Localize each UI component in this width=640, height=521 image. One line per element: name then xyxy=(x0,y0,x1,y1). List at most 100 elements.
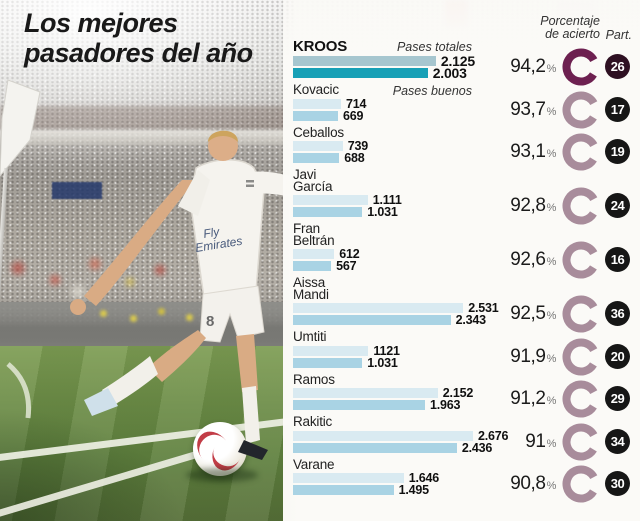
accuracy-ring-icon xyxy=(562,133,600,171)
player-name: Ceballos xyxy=(293,124,344,140)
shorts-number: 8 xyxy=(206,313,214,330)
accuracy-number: 92,8 xyxy=(510,195,546,216)
participation-badge: 19 xyxy=(605,139,630,164)
bar-line-good: 669 xyxy=(293,108,640,123)
accuracy-value: 92,8% xyxy=(510,195,556,217)
accuracy-number: 91,9 xyxy=(510,345,546,367)
player-row: Ramos 2.152 1.963 91,2% 29 xyxy=(293,372,640,418)
player-name: Varane xyxy=(293,456,335,472)
player-row: Umtiti 1121 1.031 91,9% 20 xyxy=(293,329,640,375)
accuracy-ring-icon xyxy=(562,295,600,333)
passes-good-value: 669 xyxy=(343,108,364,123)
accuracy-value: 91,9% xyxy=(510,346,556,368)
player-row: KROOS Pases totales 2.125 2.003 94,2% 26 xyxy=(293,39,640,86)
accuracy-ring-icon xyxy=(562,423,600,460)
passes-total-bar xyxy=(293,473,404,483)
ball-shadow xyxy=(186,468,258,482)
player-kroos: Fly Emirates 8 xyxy=(70,130,300,460)
corner-flag-icon xyxy=(0,79,41,177)
accuracy-value: 93,1% xyxy=(510,141,556,163)
passes-total-bar xyxy=(293,56,436,66)
passes-good-bar xyxy=(293,207,363,217)
passes-good-value: 2.436 xyxy=(461,440,493,455)
percent-sign: % xyxy=(546,63,557,75)
player-name: Kovacic xyxy=(293,82,339,97)
accuracy-ring-icon xyxy=(562,465,600,503)
led-board xyxy=(52,182,102,199)
bar-line-good: 1.031 xyxy=(293,205,640,219)
series-label-good: Pases buenos xyxy=(392,84,472,98)
passes-good-bar xyxy=(293,400,425,410)
bar-line-total: 1.646 xyxy=(293,471,640,485)
passes-total-bar xyxy=(293,141,343,151)
passes-total-bar xyxy=(293,388,438,398)
bar-line-total: 1121 xyxy=(293,344,640,358)
passes-good-value: 688 xyxy=(344,151,365,165)
passes-good-bar xyxy=(293,153,340,163)
player-name: Rakitic xyxy=(293,414,333,429)
player-row: Aissa Mandi 2.531 2.343 92,5% 36 xyxy=(293,276,640,333)
series-label-total: Pases totales xyxy=(396,40,472,54)
player-row: Kovacic Pases buenos 714 669 93,7% 17 xyxy=(293,82,640,128)
title-line2: pasadores del año xyxy=(24,38,253,68)
participation-badge: 36 xyxy=(605,301,630,326)
participation-badge: 16 xyxy=(605,247,630,272)
passes-good-value: 1.031 xyxy=(367,205,398,219)
chart-panel: Porcentaje de acierto Part. KROOS Pases t… xyxy=(283,0,640,521)
passes-good-value: 2.003 xyxy=(432,65,467,81)
photographers xyxy=(100,310,107,317)
percent-sign: % xyxy=(546,437,557,450)
player-rows: KROOS Pases totales 2.125 2.003 94,2% 26 Kovac… xyxy=(293,39,640,503)
passes-good-bar xyxy=(293,442,457,453)
passes-total-value: 612 xyxy=(339,247,360,261)
accuracy-ring-icon xyxy=(562,241,600,279)
participation-badge: 29 xyxy=(605,386,630,411)
accuracy-value: 92,6% xyxy=(510,249,556,271)
passes-good-bar xyxy=(293,110,338,121)
accuracy-value: 91% xyxy=(525,431,556,453)
participation-column-header: Part. xyxy=(605,28,632,42)
passes-total-bar xyxy=(293,249,335,259)
participation-badge: 26 xyxy=(605,54,630,79)
accuracy-value: 92,5% xyxy=(510,303,556,325)
bar-line-good: 1.963 xyxy=(293,398,640,412)
passes-total-bar xyxy=(293,195,368,205)
percent-sign: % xyxy=(546,148,557,160)
passes-total-value: 1.111 xyxy=(372,193,402,207)
accuracy-ring-icon xyxy=(562,48,600,86)
percent-sign: % xyxy=(546,395,557,407)
passes-total-value: 739 xyxy=(347,139,368,153)
player-name: Javi García xyxy=(293,167,333,194)
passes-good-value: 1.495 xyxy=(398,483,429,497)
passes-total-bar xyxy=(293,430,473,441)
accuracy-value: 91,2% xyxy=(510,388,556,410)
participation-badge: 24 xyxy=(605,193,630,218)
passes-total-value: 2.676 xyxy=(478,428,509,443)
percent-sign: % xyxy=(546,105,557,118)
bar-line-good: 1.031 xyxy=(293,355,640,370)
player-row: Ceballos 739 688 93,1% 19 xyxy=(293,124,640,171)
bar-line-good: 1.495 xyxy=(293,483,640,497)
passes-total-bar xyxy=(293,303,464,313)
player-name: Fran Beltrán xyxy=(293,221,335,248)
accuracy-value: 93,7% xyxy=(510,99,556,121)
passes-total-value: 2.125 xyxy=(440,53,475,69)
bar-line-total: 739 xyxy=(293,139,640,153)
percent-sign: % xyxy=(546,310,557,322)
player-row: Varane 1.646 1.495 90,8% 30 xyxy=(293,456,640,503)
percent-sign: % xyxy=(546,480,557,492)
bar-line-total: 2.676 xyxy=(293,428,640,443)
accuracy-number: 91,2 xyxy=(510,388,546,409)
passes-good-value: 1.963 xyxy=(430,398,461,412)
accuracy-column-header: Porcentaje de acierto xyxy=(540,14,600,41)
player-name: Umtiti xyxy=(293,329,327,344)
bar-line-total: 2.152 xyxy=(293,386,640,400)
passes-total-value: 714 xyxy=(346,96,367,111)
percent-sign: % xyxy=(546,352,557,365)
passes-good-value: 1.031 xyxy=(367,355,398,370)
player-row: Javi García 1.111 1.031 92,8% 24 xyxy=(293,167,640,225)
passes-total-bar xyxy=(293,98,341,109)
accuracy-ring-icon xyxy=(562,380,600,418)
bar-line-total: 2.125 xyxy=(293,53,640,69)
